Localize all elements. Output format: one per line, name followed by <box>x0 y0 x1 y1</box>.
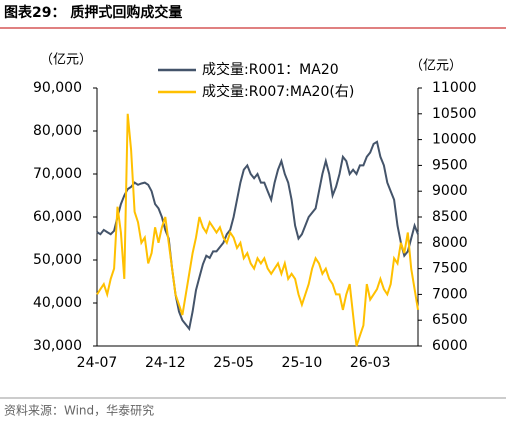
y2-tick-label: 6500 <box>432 312 468 328</box>
y-tick-label: 80,000 <box>33 123 82 139</box>
y2-tick-label: 7000 <box>432 286 468 302</box>
y-tick-label: 30,000 <box>33 338 82 354</box>
y-unit: （亿元） <box>40 53 92 68</box>
legend-label: 成交量:R001：MA20 <box>202 61 339 78</box>
y2-tick-label: 10000 <box>432 132 477 148</box>
x-tick-label: 24-07 <box>77 355 118 371</box>
y2-tick-label: 10500 <box>432 106 477 122</box>
x-tick-label: 24-12 <box>145 355 186 371</box>
series-line <box>96 113 419 347</box>
y2-unit: （亿元） <box>410 59 462 74</box>
y-tick-label: 90,000 <box>33 80 82 96</box>
y2-tick-label: 8000 <box>432 235 468 251</box>
series-line <box>96 140 419 332</box>
y2-tick-label: 6000 <box>432 338 468 354</box>
y2-tick-label: 8500 <box>432 209 468 225</box>
x-tick-label: 25-05 <box>213 355 254 371</box>
y2-tick-label: 11000 <box>432 80 477 96</box>
y2-tick-label: 9500 <box>432 157 468 173</box>
chart-title: 图表29： 质押式回购成交量 <box>4 4 182 21</box>
y-tick-label: 70,000 <box>33 166 82 182</box>
y-tick-label: 50,000 <box>33 252 82 268</box>
legend-label: 成交量:R007:MA20(右) <box>202 83 354 100</box>
y2-tick-label: 7500 <box>432 261 468 277</box>
x-tick-label: 26-03 <box>350 355 391 371</box>
x-tick-label: 25-10 <box>282 355 323 371</box>
y-tick-label: 60,000 <box>33 209 82 225</box>
source: 资料来源：Wind，华泰研究 <box>4 403 154 418</box>
y2-tick-label: 9000 <box>432 183 468 199</box>
y-tick-label: 40,000 <box>33 295 82 311</box>
